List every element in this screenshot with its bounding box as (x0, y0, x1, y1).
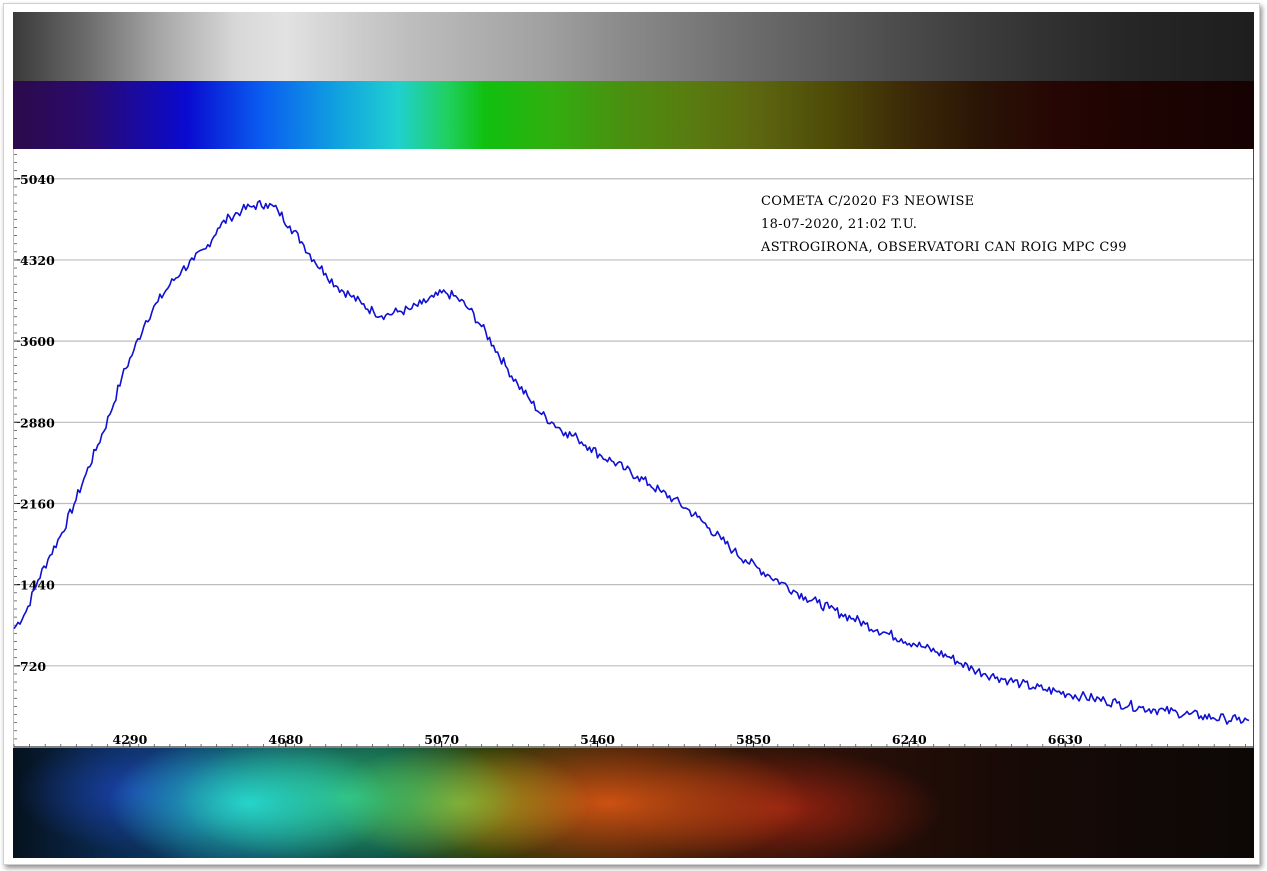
spectrum-chart-area (13, 149, 1254, 748)
y-tick-label: 2880 (20, 415, 55, 430)
y-tick-label: 720 (20, 659, 46, 674)
x-tick-label: 6240 (892, 732, 927, 747)
color-spectrum-strip (13, 81, 1254, 149)
y-tick-label: 1440 (20, 578, 55, 593)
series-layer (13, 199, 1250, 725)
y-tick-label: 3600 (20, 334, 55, 349)
x-tick-label: 5070 (424, 732, 459, 747)
chart-title-line-3: ASTROGIRONA, OBSERVATORI CAN ROIG MPC C9… (760, 240, 1127, 255)
x-axis-ticks: 4290 4680 5070 5460 5850 6240 6630 (13, 732, 1253, 748)
x-tick-label: 6630 (1048, 732, 1083, 747)
x-tick-label: 4290 (113, 732, 148, 747)
chart-title-block: COMETA C/2020 F3 NEOWISE 18-07-2020, 21:… (760, 194, 1127, 255)
y-tick-label: 4320 (20, 253, 55, 268)
series-line-spectrum (13, 199, 1250, 725)
x-tick-label: 5460 (580, 732, 615, 747)
chart-title-line-2: 18-07-2020, 21:02 T.U. (761, 217, 917, 232)
y-axis-ticks: 720 1440 2160 2880 3600 4320 5040 (14, 154, 55, 748)
grayscale-spectrum-strip (13, 12, 1254, 81)
gridlines (14, 178, 1253, 667)
chart-title-line-1: COMETA C/2020 F3 NEOWISE (761, 194, 974, 209)
x-tick-label: 4680 (268, 732, 303, 747)
x-tick-label: 5850 (736, 732, 771, 747)
spectrum-photograph (13, 748, 1254, 858)
y-tick-label: 2160 (20, 496, 55, 511)
y-tick-label: 5040 (20, 172, 55, 187)
